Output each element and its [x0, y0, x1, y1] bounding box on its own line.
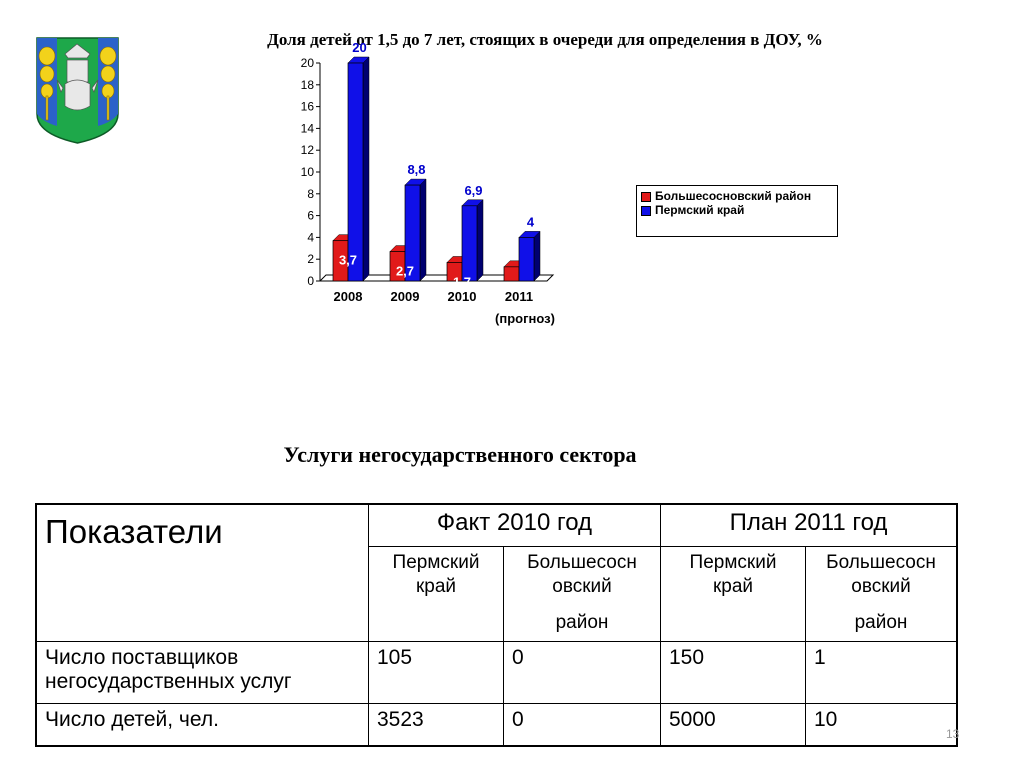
chart-legend: Большесосновский район Пермский край — [636, 185, 838, 237]
page-number: 13 — [946, 727, 960, 741]
row-label: Число детей, чел. — [35, 702, 369, 747]
section-title: Услуги негосударственного сектора — [283, 442, 637, 467]
subheader-text: район — [854, 611, 908, 633]
y-tick-label: 2 — [307, 252, 314, 266]
subheader-text: район — [555, 611, 609, 633]
data-label-region: 8,8 — [407, 162, 425, 177]
cell-value: 1 — [805, 640, 958, 704]
subheader-text: Пермский — [689, 551, 777, 573]
subheader-text: край — [415, 575, 457, 597]
cell-value: 0 — [503, 640, 661, 704]
legend-label-region: Пермский край — [655, 203, 745, 217]
x-tick-label: 2009 — [391, 289, 420, 304]
bar-region-side — [419, 178, 427, 282]
bar-region-side — [362, 56, 370, 282]
subheader-perm-2010: Пермский край — [368, 545, 504, 642]
bar-chart: 0 2 4 6 8 10 12 14 16 18 20 3,7 20 2008 2,7 8,8 2009 1,7 6… — [301, 40, 555, 326]
bar-region-side — [476, 199, 484, 282]
bar-region — [404, 184, 421, 282]
table-subheader-row: Пермский край Большесосн овский район Пе… — [36, 545, 958, 642]
services-table: Показатели Факт 2010 год План 2011 год П… — [35, 503, 958, 747]
bar-region-side — [533, 230, 541, 282]
subheader-text: Пермский — [392, 551, 480, 573]
y-tick-label: 18 — [301, 78, 315, 92]
data-label-region: 4 — [527, 214, 535, 229]
cell-value: 105 — [368, 640, 504, 704]
y-tick-label: 8 — [307, 187, 314, 201]
cell-value: 0 — [503, 702, 661, 747]
x-tick-label: 2008 — [334, 289, 363, 304]
data-label-district: 3,7 — [339, 253, 357, 268]
table-row: Число детей, чел. 3523 0 5000 10 — [35, 702, 958, 747]
data-label-district: 1,3 — [510, 279, 528, 294]
cell-value: 5000 — [660, 702, 806, 747]
subheader-text: край — [712, 575, 754, 597]
row-label: Число поставщиков негосударственных услу… — [35, 640, 369, 704]
y-tick-label: 20 — [301, 56, 315, 70]
legend-label-district: Большесосновский район — [655, 189, 812, 203]
subheader-text: овский — [552, 575, 612, 597]
legend-item-region: Пермский край — [641, 203, 833, 217]
table-header-indicators: Показатели — [35, 503, 369, 642]
x-tick-label: 2010 — [448, 289, 477, 304]
bar-region — [461, 205, 478, 282]
cell-value: 150 — [660, 640, 806, 704]
x-tick-sublabel: (прогноз) — [495, 311, 555, 326]
y-tick-label: 14 — [301, 121, 315, 135]
x-tick-label: 2011 — [505, 289, 533, 304]
y-tick-label: 16 — [301, 100, 315, 114]
cell-value: 10 — [805, 702, 958, 747]
coat-of-arms-logo — [36, 37, 119, 144]
subheader-text: Большесосн — [527, 551, 637, 573]
data-label-region: 20 — [352, 40, 366, 55]
subheader-bs-2011: Большесосн овский район — [805, 545, 958, 642]
subheader-text: овский — [851, 575, 911, 597]
subheader-bs-2010: Большесосн овский район — [503, 545, 661, 642]
cell-value: 3523 — [368, 702, 504, 747]
y-tick-label: 10 — [301, 165, 315, 179]
y-tick-label: 6 — [307, 209, 314, 223]
bar-region — [518, 237, 535, 282]
y-tick-label: 12 — [301, 143, 315, 157]
table-header-fact-2010: Факт 2010 год — [368, 503, 661, 547]
y-tick-label: 0 — [307, 274, 314, 288]
data-label-district: 1,7 — [453, 274, 471, 289]
legend-swatch-region — [641, 206, 651, 216]
bar-region — [347, 62, 364, 282]
legend-item-district: Большесосновский район — [641, 189, 833, 203]
y-tick-label: 4 — [307, 230, 314, 244]
legend-swatch-district — [641, 192, 651, 202]
data-label-district: 2,7 — [396, 264, 414, 279]
subheader-perm-2011: Пермский край — [660, 545, 806, 642]
table-header-row: Показатели Факт 2010 год План 2011 год — [35, 503, 958, 642]
table-header-plan-2011: План 2011 год — [660, 503, 958, 547]
subheader-text: Большесосн — [826, 551, 936, 573]
table-row: Число поставщиков негосударственных услу… — [35, 640, 958, 704]
data-label-region: 6,9 — [464, 183, 482, 198]
chart-title: Доля детей от 1,5 до 7 лет, стоящих в оч… — [267, 30, 823, 49]
